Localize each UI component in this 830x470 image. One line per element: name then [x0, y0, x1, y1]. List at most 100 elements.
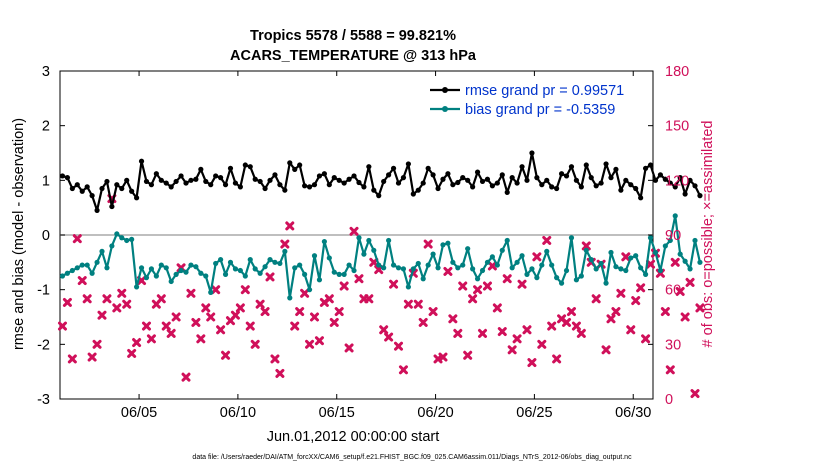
data-point [386, 237, 392, 244]
obs-marker [171, 312, 181, 322]
obs-marker [542, 235, 552, 245]
obs-marker [453, 328, 463, 338]
data-point [168, 184, 174, 190]
data-point [455, 265, 461, 271]
data-point [84, 184, 90, 190]
data-point [306, 184, 313, 190]
data-point [356, 235, 362, 241]
data-point [94, 207, 100, 213]
obs-marker [636, 283, 646, 293]
data-point [410, 266, 416, 272]
obs-marker [497, 327, 507, 337]
chart-subtitle: ACARS_TEMPERATURE @ 313 hPa [230, 48, 477, 64]
data-point [593, 266, 599, 272]
data-point [563, 173, 570, 179]
data-point [232, 266, 239, 272]
data-point [158, 177, 164, 183]
x-tick-label: 06/20 [417, 405, 453, 421]
data-point [292, 166, 298, 172]
axes: 06/05 06/10 06/15 06/20 06/25 06/30 -3 -2 -1 0 1 2 3… [37, 64, 689, 421]
obs-marker [670, 257, 680, 267]
obs-marker [552, 354, 562, 364]
obs-marker [403, 299, 413, 309]
data-point [623, 177, 629, 183]
data-point [129, 188, 135, 194]
obs-marker [547, 321, 557, 331]
obs-marker [206, 312, 216, 322]
data-point [598, 180, 604, 186]
data-point [568, 164, 575, 170]
data-point [554, 185, 560, 192]
obs-marker [527, 358, 537, 368]
data-point [647, 235, 654, 241]
data-point [460, 262, 466, 268]
obs-marker [196, 334, 206, 344]
data-point [193, 264, 199, 270]
obs-marker [379, 325, 389, 335]
data-point [267, 177, 273, 183]
obs-marker [631, 296, 641, 306]
data-point [74, 265, 80, 271]
obs-marker [537, 339, 547, 349]
obs-marker [571, 321, 581, 331]
data-point [178, 267, 184, 274]
obs-marker [576, 328, 586, 338]
obs-marker [166, 328, 176, 338]
obs-marker [680, 312, 690, 322]
x-tick-label: 06/10 [220, 405, 256, 421]
data-point [361, 184, 367, 190]
data-point [64, 270, 71, 276]
data-point [326, 255, 332, 261]
obs-marker [92, 339, 102, 349]
data-point [642, 165, 649, 171]
data-point [390, 262, 397, 268]
data-point [558, 171, 565, 177]
bias-series [59, 213, 703, 301]
data-point [124, 237, 130, 244]
obs-marker [482, 281, 492, 291]
data-point [692, 183, 698, 189]
data-point [213, 173, 219, 179]
data-point [252, 266, 258, 272]
y-left-tick-label: -2 [37, 337, 50, 353]
data-point [361, 251, 367, 257]
y-left-tick-label: -3 [37, 392, 50, 408]
legend-label: rmse grand pr = 0.99571 [465, 83, 624, 99]
legend-marker [442, 106, 448, 112]
obs-marker [394, 341, 404, 351]
data-point [376, 193, 382, 199]
data-point [573, 177, 580, 183]
data-point [400, 175, 407, 181]
obs-marker [428, 307, 438, 317]
data-point [420, 180, 426, 186]
data-point [484, 259, 491, 265]
data-point [460, 175, 466, 181]
data-point [69, 267, 75, 274]
data-point [489, 183, 495, 189]
data-point [188, 177, 194, 183]
data-point [138, 265, 145, 271]
obs-marker [87, 352, 97, 362]
obs-marker [621, 252, 631, 262]
obs-marker [230, 310, 240, 320]
legend-marker [442, 87, 448, 93]
data-point [242, 273, 248, 279]
data-point [84, 262, 90, 268]
obs-marker [285, 221, 295, 231]
obs-marker [314, 336, 324, 346]
data-point [262, 264, 268, 270]
data-point [470, 266, 476, 272]
data-point [282, 248, 288, 254]
data-point [642, 271, 649, 277]
x-tick-label: 06/05 [121, 405, 157, 421]
obs-marker [260, 307, 270, 317]
obs-marker [641, 334, 651, 344]
data-point [346, 176, 352, 182]
data-point [657, 172, 664, 178]
data-point [302, 183, 308, 189]
obs-marker [211, 285, 221, 295]
x-tick-label: 06/15 [319, 405, 355, 421]
data-point [539, 182, 545, 188]
data-point [544, 177, 550, 183]
obs-marker [300, 288, 310, 298]
